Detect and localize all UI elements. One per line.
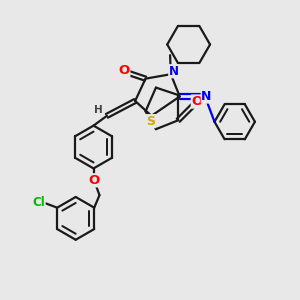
Text: H: H (94, 106, 103, 116)
Text: O: O (191, 95, 203, 108)
Text: O: O (88, 174, 99, 187)
Text: Cl: Cl (32, 196, 45, 209)
Text: O: O (118, 64, 130, 77)
Text: N: N (169, 65, 179, 78)
Text: S: S (146, 115, 155, 128)
Text: N: N (201, 90, 212, 103)
